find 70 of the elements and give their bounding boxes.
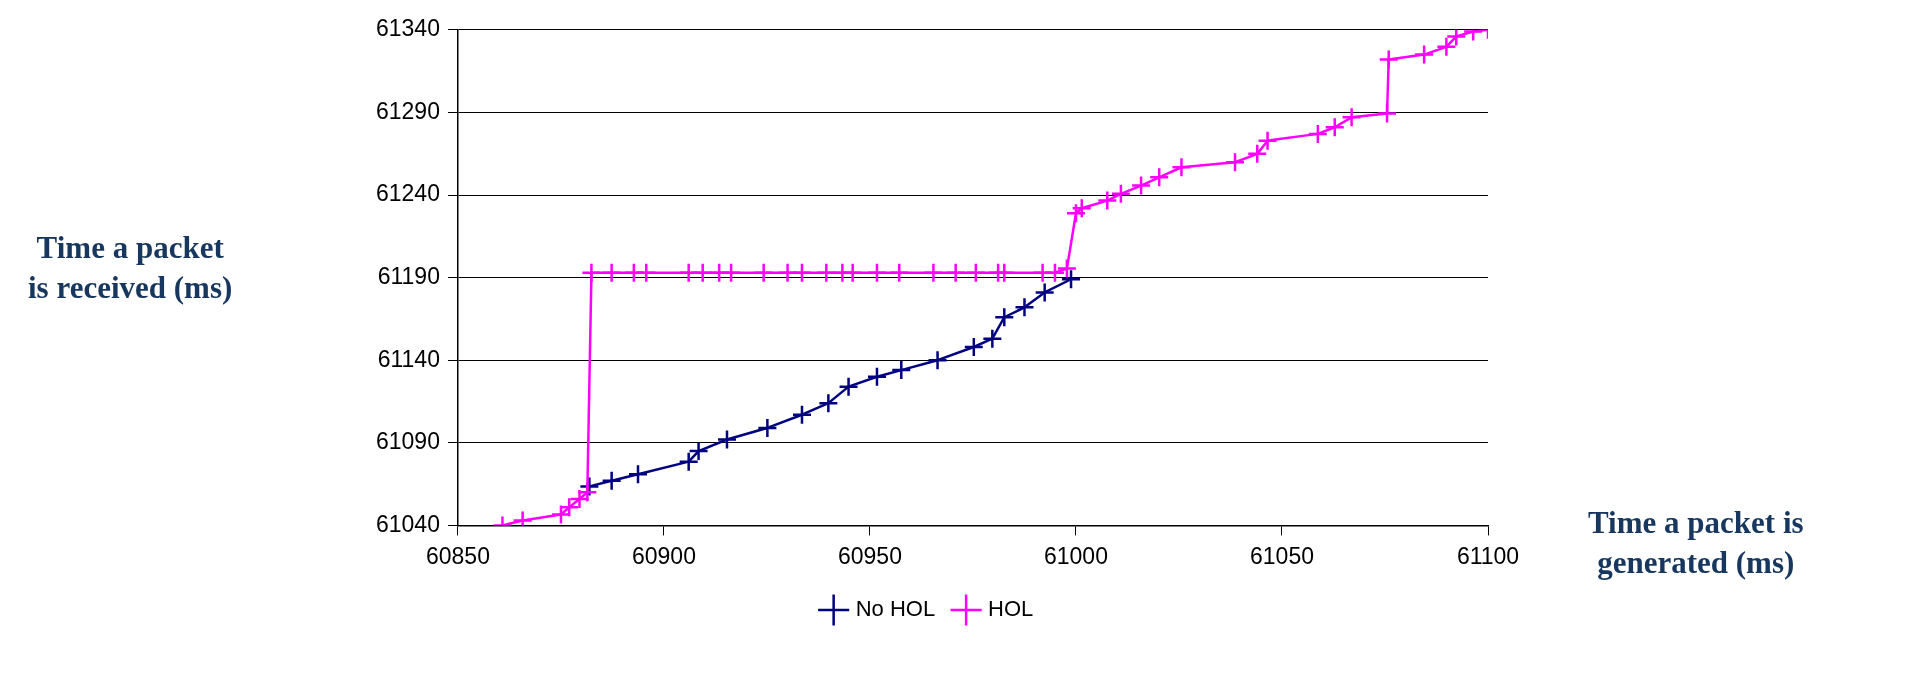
point	[627, 463, 649, 485]
point	[891, 359, 912, 381]
point	[888, 262, 910, 283]
point	[1060, 269, 1082, 290]
point	[838, 376, 859, 397]
point	[791, 404, 813, 425]
x-tick-label: 61050	[1250, 542, 1314, 569]
point	[982, 328, 1003, 349]
point	[581, 262, 602, 283]
point	[757, 417, 778, 439]
point	[994, 307, 1015, 328]
y-tick-label: 61090	[375, 428, 440, 455]
point	[1014, 297, 1035, 318]
point	[1446, 29, 1467, 47]
point	[1413, 44, 1435, 65]
x-tick-label: 61100	[1456, 542, 1520, 569]
point	[720, 262, 742, 283]
point	[994, 262, 1015, 283]
x-tick-label: 61000	[1044, 542, 1108, 569]
point	[1247, 143, 1268, 165]
point	[753, 262, 774, 283]
point	[866, 366, 888, 387]
point	[842, 262, 863, 283]
point	[1056, 258, 1078, 279]
point	[1044, 262, 1066, 283]
y-tick-label: 61290	[375, 97, 440, 124]
y-tick-label: 61140	[377, 345, 440, 372]
y-tick-label: 61240	[375, 180, 440, 207]
point	[1171, 157, 1192, 178]
x-tick-label: 60950	[837, 542, 902, 569]
y-tick-label: 61040	[375, 510, 440, 537]
point	[963, 336, 985, 358]
y-tick-label: 61190	[377, 262, 440, 289]
point	[866, 262, 888, 283]
point	[678, 451, 699, 472]
point	[927, 349, 948, 371]
point	[1341, 107, 1362, 128]
point	[965, 262, 987, 283]
x-axis-title: Time a packet is generated (ms)	[1588, 504, 1804, 583]
legend-label: No HOL	[855, 596, 936, 622]
point	[923, 262, 944, 283]
point	[818, 392, 839, 414]
point	[601, 470, 622, 492]
point	[1130, 175, 1152, 196]
point	[1324, 117, 1345, 138]
point	[1071, 197, 1092, 219]
y-tick-label: 61340	[375, 15, 440, 42]
legend-label: HOL	[988, 596, 1034, 622]
point	[1065, 202, 1087, 224]
point	[577, 482, 598, 503]
point	[688, 440, 709, 462]
point	[1034, 282, 1055, 303]
point	[692, 262, 713, 283]
point	[1224, 152, 1246, 173]
y-axis-title: Time a packet is received (ms)	[28, 229, 233, 308]
point	[1257, 130, 1278, 151]
point	[1097, 190, 1118, 211]
point	[1436, 36, 1457, 58]
point	[1110, 183, 1132, 205]
point	[1376, 103, 1398, 124]
point	[636, 262, 657, 283]
point	[716, 429, 738, 450]
point	[1378, 49, 1399, 70]
x-tick-label: 60850	[425, 542, 490, 569]
point	[1148, 167, 1170, 188]
point	[791, 262, 813, 283]
point	[1307, 123, 1329, 145]
point	[601, 262, 622, 283]
x-tick-label: 60900	[631, 542, 696, 569]
point	[945, 262, 966, 283]
